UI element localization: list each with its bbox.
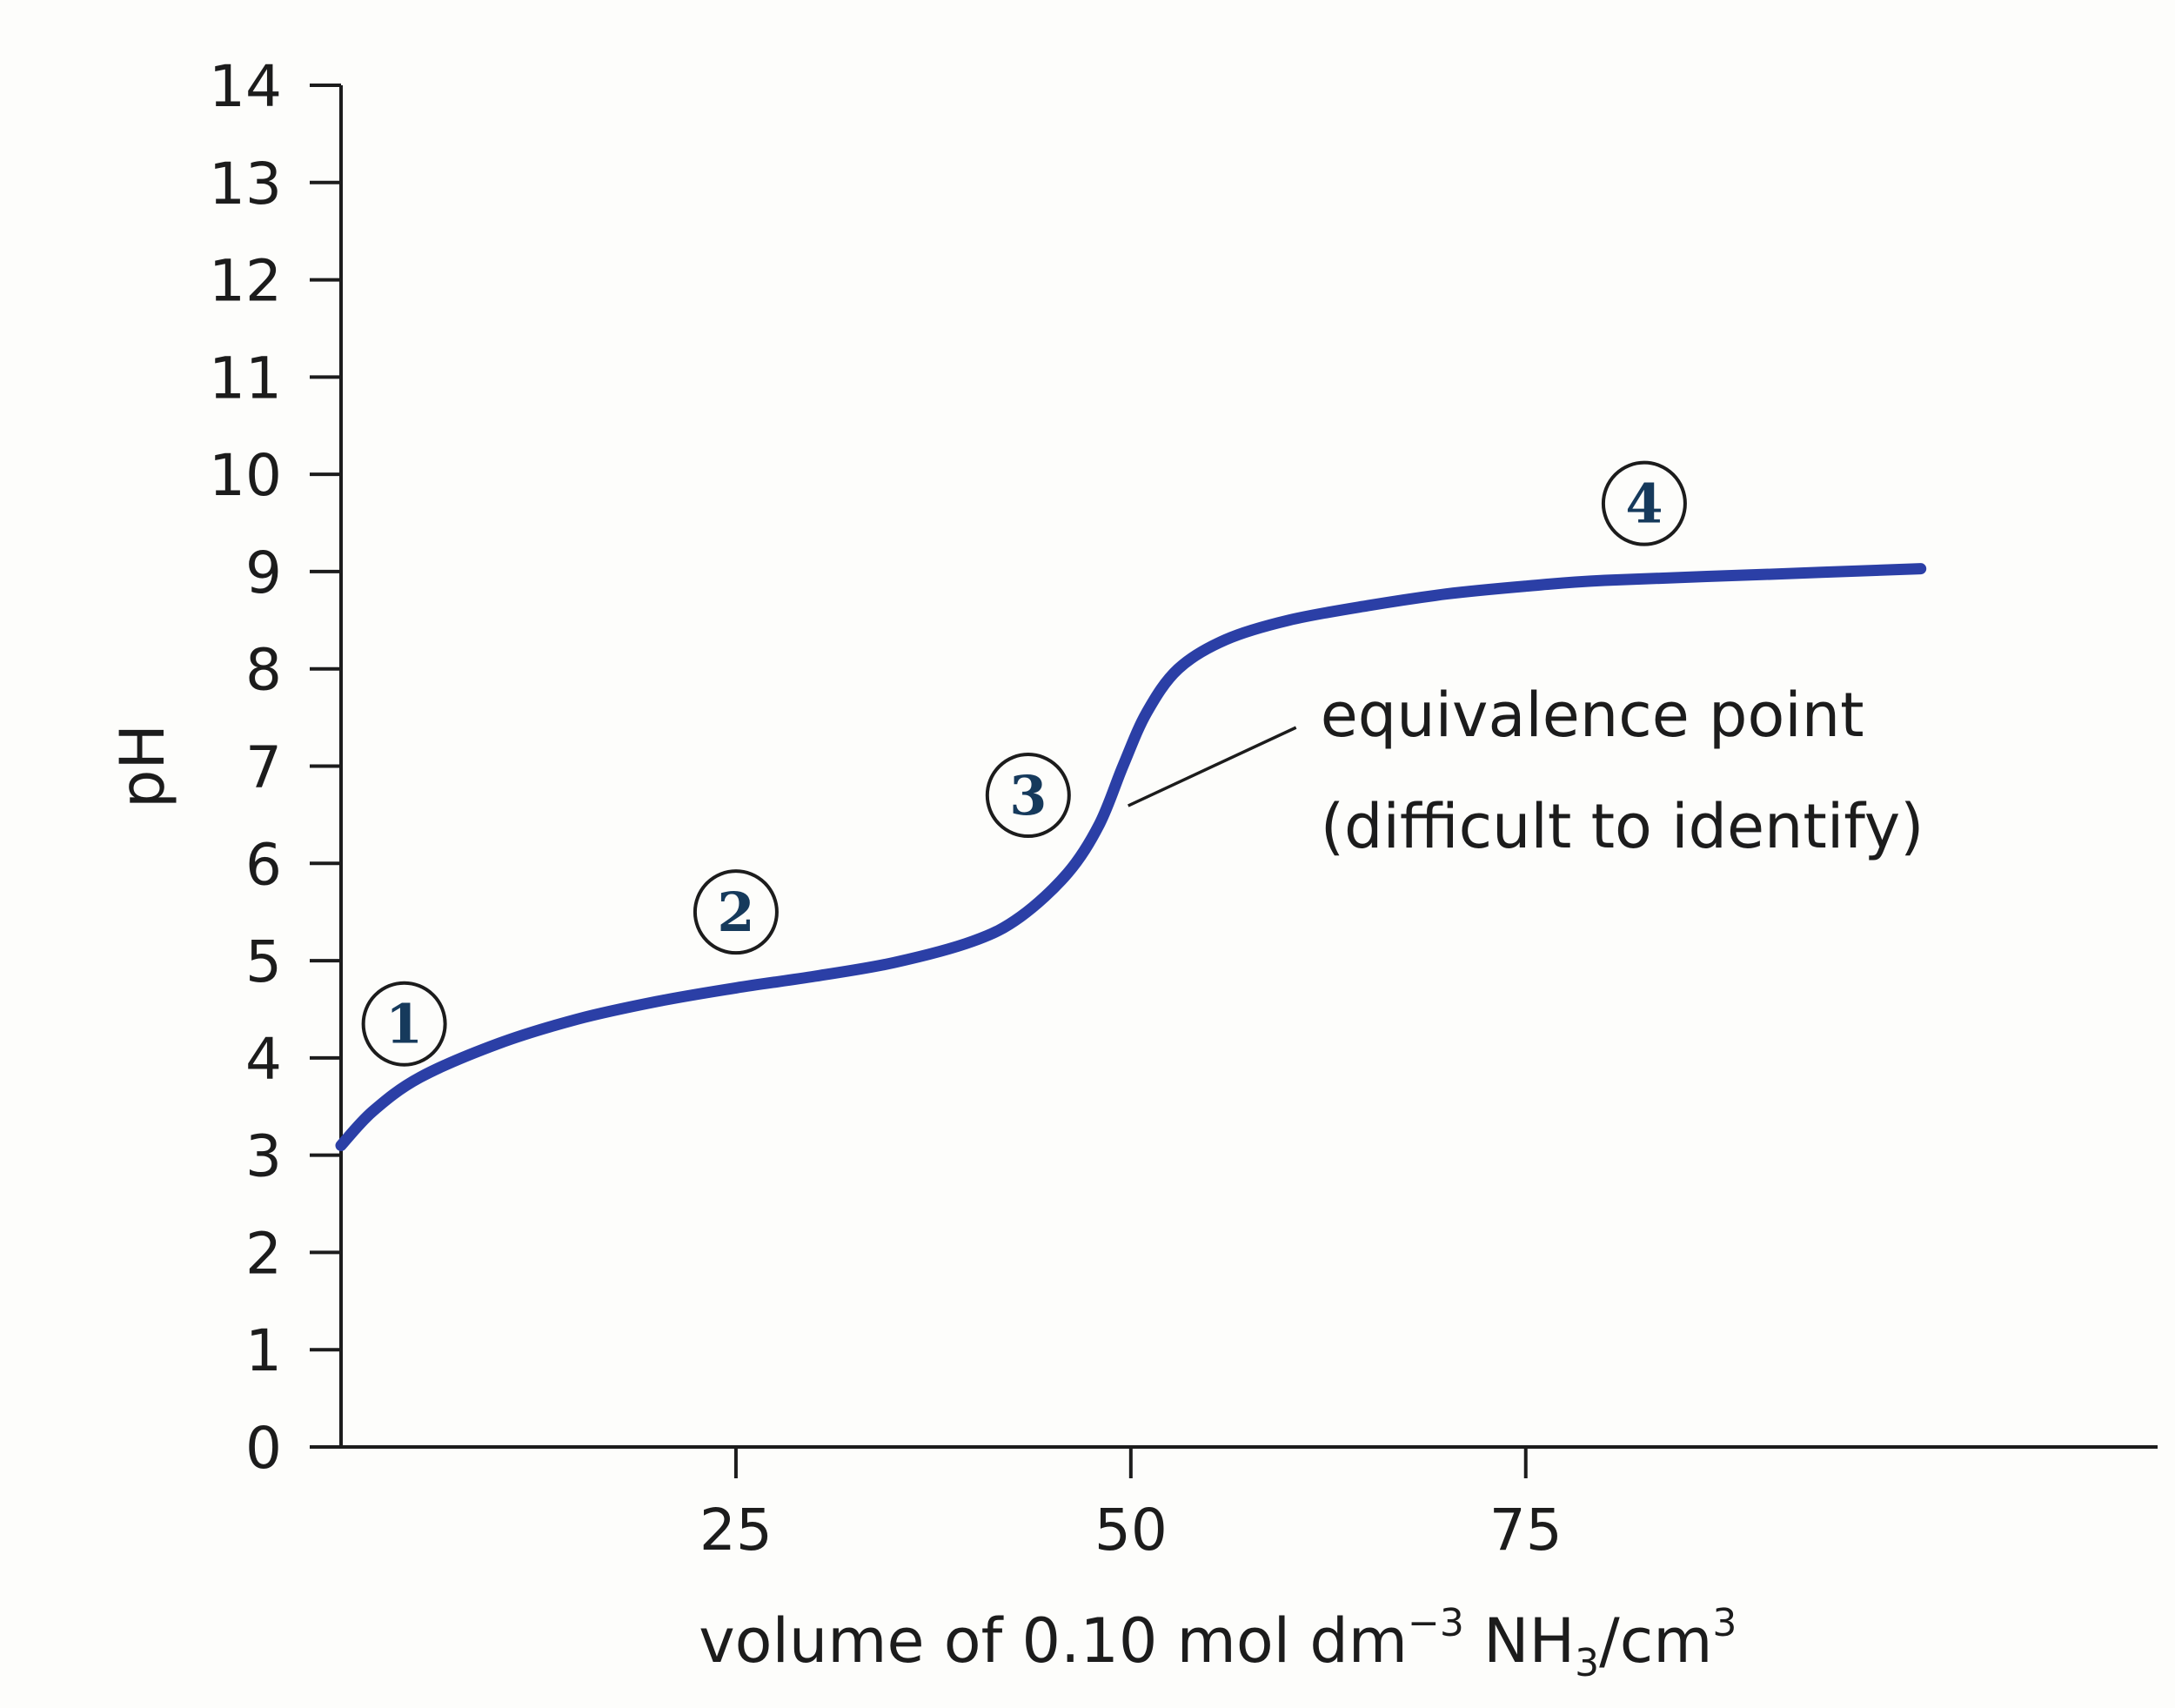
ph-curve-line xyxy=(335,563,1927,1151)
region-marker-label: 1 xyxy=(385,993,423,1056)
y-tick-label: 11 xyxy=(209,345,282,412)
region-marker: 1 xyxy=(361,981,447,1067)
x-axis-title-unit-exponent: 3 xyxy=(1712,1601,1737,1645)
region-marker-label: 4 xyxy=(1625,472,1663,536)
y-tick-label: 0 xyxy=(245,1415,282,1482)
region-marker-circle xyxy=(1601,460,1687,546)
annotation-line-1: equivalence point xyxy=(1321,680,1864,751)
y-tick-label: 7 xyxy=(245,734,282,801)
x-axis-title-prefix: volume of 0.10 mol dm xyxy=(699,1605,1408,1677)
series-layer xyxy=(335,563,1927,1151)
y-tick-label: 9 xyxy=(245,539,282,606)
y-tick-label: 5 xyxy=(245,928,282,995)
x-axis-title-exponent: −3 xyxy=(1408,1601,1464,1645)
x-axis-title-subscript: 3 xyxy=(1575,1641,1599,1685)
region-marker-circle xyxy=(361,981,447,1067)
region-markers: 1 2 3 4 xyxy=(361,460,1687,1067)
region-marker: 3 xyxy=(985,753,1071,839)
y-tick-label: 14 xyxy=(209,53,282,120)
y-tick-label: 8 xyxy=(245,637,282,704)
y-tick-label: 3 xyxy=(245,1123,282,1190)
region-marker-label: 2 xyxy=(717,881,754,944)
annotation-line-2: (difficult to identify) xyxy=(1321,791,1924,862)
y-tick-label: 6 xyxy=(245,831,282,898)
y-axis-title: pH xyxy=(107,724,178,808)
x-tick-label: 75 xyxy=(1489,1497,1563,1564)
x-axis-title: volume of 0.10 mol dm−3 NH3/cm3 xyxy=(699,1601,1737,1685)
y-tick-label: 2 xyxy=(245,1220,282,1287)
axes xyxy=(310,85,2158,1449)
x-tick-label: 50 xyxy=(1094,1497,1168,1564)
x-axis-title-unit: /cm xyxy=(1599,1605,1712,1677)
region-marker: 2 xyxy=(693,869,779,955)
x-axis-ticks: 25 50 75 xyxy=(699,1447,1563,1564)
y-tick-label: 10 xyxy=(209,442,282,509)
region-marker: 4 xyxy=(1601,460,1687,546)
y-tick-label: 1 xyxy=(245,1317,282,1384)
y-tick-label: 13 xyxy=(209,151,282,218)
equivalence-annotation: equivalence point (difficult to identify… xyxy=(1128,680,1924,862)
region-marker-circle xyxy=(693,869,779,955)
equivalence-leader-line xyxy=(1128,726,1297,807)
y-tick-label: 12 xyxy=(209,248,282,315)
region-marker-label: 3 xyxy=(1009,764,1047,827)
x-axis-title-species: NH xyxy=(1464,1605,1575,1677)
region-marker-circle xyxy=(985,753,1071,839)
y-tick-label: 4 xyxy=(245,1026,282,1093)
x-tick-label: 25 xyxy=(699,1497,773,1564)
